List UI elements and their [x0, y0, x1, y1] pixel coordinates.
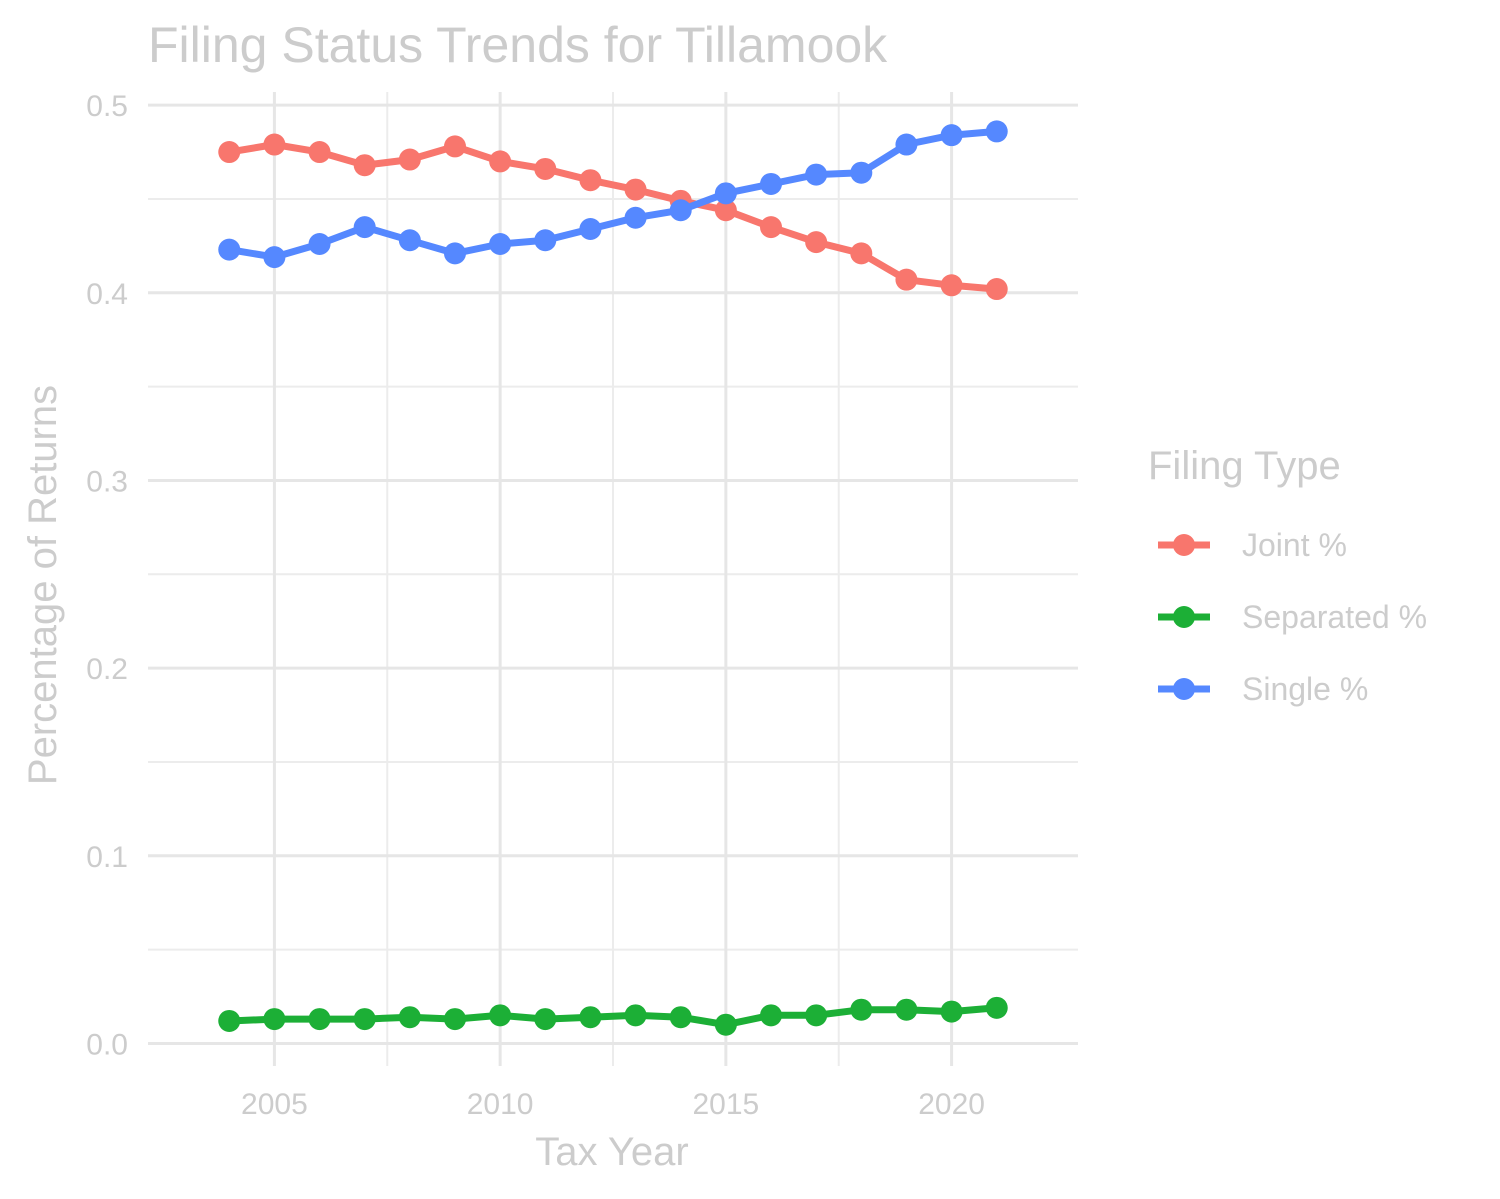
- data-point-joint: [940, 274, 963, 297]
- data-point-single: [895, 133, 918, 156]
- data-point-single: [940, 124, 963, 147]
- data-point-separated: [985, 996, 1008, 1019]
- data-point-single: [579, 217, 602, 240]
- data-point-joint: [850, 242, 873, 265]
- data-point-separated: [940, 1000, 963, 1023]
- data-point-single: [714, 182, 737, 205]
- data-point-joint: [534, 157, 557, 180]
- legend-key-point: [1173, 678, 1195, 700]
- grid-lines: [148, 92, 1078, 1066]
- x-tick-label: 2020: [918, 1088, 985, 1121]
- y-tick-labels: 0.0 0.1 0.2 0.3 0.4 0.5: [86, 90, 128, 1061]
- data-point-single: [263, 246, 286, 269]
- data-point-separated: [398, 1006, 421, 1029]
- x-tick-label: 2010: [467, 1088, 534, 1121]
- x-tick-label: 2015: [692, 1088, 759, 1121]
- data-point-separated: [669, 1006, 692, 1029]
- data-point-single: [398, 229, 421, 252]
- data-point-single: [624, 206, 647, 229]
- y-tick-label: 0.0: [86, 1028, 128, 1061]
- data-point-single: [669, 199, 692, 222]
- data-point-joint: [489, 150, 512, 173]
- data-point-joint: [308, 141, 331, 164]
- legend-label: Single %: [1242, 671, 1368, 707]
- data-point-joint: [353, 154, 376, 177]
- data-point-separated: [895, 998, 918, 1021]
- data-point-single: [850, 161, 873, 184]
- y-tick-label: 0.1: [86, 841, 128, 874]
- data-point-joint: [805, 231, 828, 254]
- data-point-joint: [985, 278, 1008, 301]
- data-point-separated: [579, 1006, 602, 1029]
- y-tick-label: 0.2: [86, 653, 128, 686]
- x-tick-label: 2005: [241, 1088, 308, 1121]
- data-point-joint: [218, 141, 241, 164]
- series-joint: [218, 133, 1008, 301]
- data-point-separated: [353, 1008, 376, 1031]
- legend-key-point: [1173, 606, 1195, 628]
- data-point-single: [443, 242, 466, 265]
- data-point-single: [985, 120, 1008, 143]
- legend-label: Joint %: [1242, 527, 1347, 563]
- data-point-joint: [760, 216, 783, 239]
- data-point-separated: [760, 1004, 783, 1027]
- data-point-separated: [263, 1008, 286, 1031]
- legend-item-single: Single %: [1158, 671, 1368, 707]
- data-point-separated: [489, 1004, 512, 1027]
- data-point-separated: [714, 1013, 737, 1036]
- data-point-single: [805, 163, 828, 186]
- data-point-joint: [714, 199, 737, 222]
- data-point-joint: [579, 169, 602, 192]
- data-point-separated: [534, 1008, 557, 1031]
- series-layer: [218, 120, 1008, 1036]
- legend-key-point: [1173, 534, 1195, 556]
- y-tick-label: 0.3: [86, 465, 128, 498]
- y-axis-title: Percentage of Returns: [21, 385, 65, 785]
- y-tick-label: 0.5: [86, 90, 128, 123]
- data-point-single: [760, 172, 783, 195]
- data-point-separated: [218, 1009, 241, 1032]
- x-axis-title: Tax Year: [535, 1130, 688, 1174]
- data-point-separated: [443, 1008, 466, 1031]
- legend-label: Separated %: [1242, 599, 1427, 635]
- data-point-joint: [443, 135, 466, 158]
- data-point-joint: [398, 148, 421, 171]
- data-point-separated: [805, 1004, 828, 1027]
- chart-title: Filing Status Trends for Tillamook: [148, 17, 888, 73]
- legend-item-joint: Joint %: [1158, 527, 1347, 563]
- series-separated: [218, 996, 1008, 1036]
- data-point-single: [534, 229, 557, 252]
- data-point-single: [218, 238, 241, 261]
- legend-item-separated: Separated %: [1158, 599, 1427, 635]
- data-point-single: [353, 216, 376, 239]
- legend-title: Filing Type: [1148, 444, 1341, 488]
- data-point-separated: [850, 998, 873, 1021]
- data-point-joint: [263, 133, 286, 156]
- data-point-single: [489, 233, 512, 256]
- data-point-joint: [624, 178, 647, 201]
- legend: Filing Type Joint % Separated % Single %: [1148, 444, 1427, 707]
- y-tick-label: 0.4: [86, 278, 128, 311]
- series-single: [218, 120, 1008, 269]
- x-tick-labels: 2005 2010 2015 2020: [241, 1088, 985, 1121]
- data-point-single: [308, 233, 331, 256]
- data-point-separated: [308, 1008, 331, 1031]
- data-point-separated: [624, 1004, 647, 1027]
- data-point-joint: [895, 268, 918, 291]
